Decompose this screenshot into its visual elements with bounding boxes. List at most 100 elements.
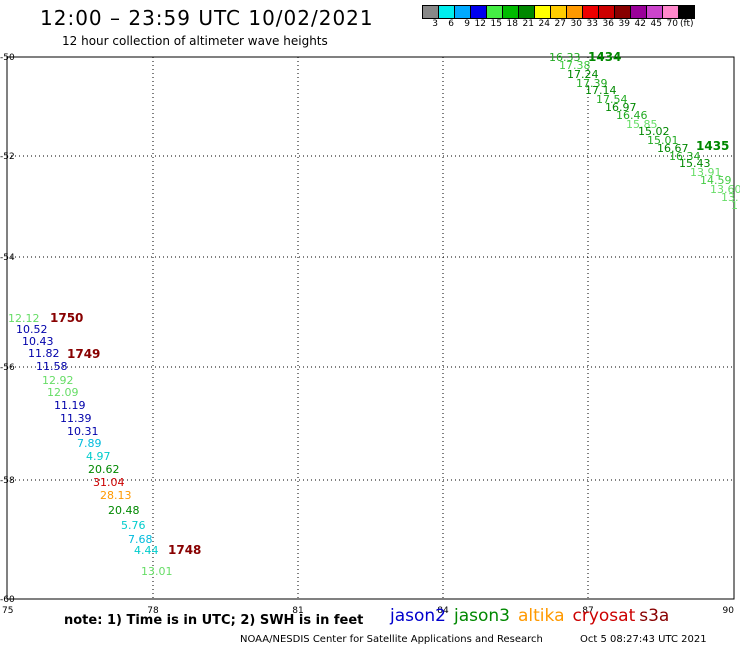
latitude-label: -54	[0, 253, 15, 263]
legend-swatch	[454, 5, 471, 19]
legend-swatch	[518, 5, 535, 19]
satellite-jason2: jason2	[390, 606, 446, 626]
wave-height-reading: 16.97	[605, 101, 637, 114]
legend-label: 27	[554, 19, 566, 29]
satellite-legend: jason2 jason3 altika cryosat s3a	[390, 606, 677, 626]
wave-height-reading: 10.31	[67, 425, 99, 438]
axis-labels: 75 78 81 84 87 90 -50 -52 -54 -56 -58 -60	[0, 53, 734, 616]
legend-label: 9	[464, 19, 470, 29]
longitude-label: 81	[292, 606, 303, 616]
wave-height-reading: 12.92	[42, 374, 74, 387]
legend-swatch	[566, 5, 583, 19]
pass-time-tag: 1749	[67, 347, 100, 361]
wave-height-reading: 13.91	[690, 166, 722, 179]
wave-height-reading: 16.67	[657, 142, 689, 155]
legend-label: 70	[666, 19, 678, 29]
wave-height-reading: 5.76	[121, 519, 146, 532]
map-grid	[7, 57, 734, 599]
wave-height-reading: 10.43	[22, 335, 54, 348]
pass-time-tag: 1750	[50, 311, 83, 325]
latitude-label: -56	[0, 363, 15, 373]
wave-height-reading: 16.34	[669, 150, 701, 163]
legend-swatch	[486, 5, 503, 19]
wave-height-reading: 15.85	[626, 118, 658, 131]
latitude-label: -58	[0, 476, 15, 486]
wave-height-reading: 20.62	[88, 463, 120, 476]
legend-label: 21	[522, 19, 534, 29]
wave-height-reading: 17.14	[585, 84, 617, 97]
wave-height-reading: 13.01	[141, 565, 173, 578]
satellite-jason3: jason3	[454, 606, 510, 626]
legend-unit: (ft)	[680, 19, 694, 29]
wave-height-reading: 17.54	[596, 93, 628, 106]
legend-swatch	[470, 5, 487, 19]
legend-swatch	[438, 5, 455, 19]
legend-label: 42	[634, 19, 646, 29]
latitude-label: -60	[0, 595, 15, 605]
wave-height-reading: 11.58	[36, 360, 68, 373]
satellite-s3a: s3a	[639, 606, 670, 626]
page-title: 12:00 – 23:59 UTC 10/02/2021	[40, 6, 374, 30]
wave-height-reading: 15.02	[638, 125, 670, 138]
wave-height-reading: 20.48	[108, 504, 140, 517]
legend-label: 6	[448, 19, 454, 29]
wave-height-reading: 31.04	[93, 476, 125, 489]
wave-height-reading: 13.60	[710, 183, 740, 196]
latitude-label: -52	[0, 152, 15, 162]
legend-label: 15	[490, 19, 502, 29]
time-tags: 1434 1435 1750 1749 1748	[50, 50, 729, 557]
legend-swatch	[678, 5, 695, 19]
legend-label: 45	[650, 19, 662, 29]
wave-height-reading: 13.	[721, 191, 739, 204]
legend-label: 24	[538, 19, 550, 29]
legend-swatch	[534, 5, 551, 19]
wave-height-reading: 4.44	[134, 544, 159, 557]
wave-height-reading: 7.89	[77, 437, 102, 450]
pass-time-tag: 1434	[588, 50, 621, 64]
legend-label: 12	[474, 19, 486, 29]
satellite-cryosat: cryosat	[572, 606, 636, 626]
wave-height-readings: 16.3317.3817.2417.3917.1417.5416.9716.46…	[8, 51, 740, 578]
legend-swatch	[422, 5, 439, 19]
legend-label: 33	[586, 19, 598, 29]
longitude-label: 87	[582, 606, 593, 616]
wave-height-reading: 17.38	[559, 59, 591, 72]
legend-label: 18	[506, 19, 518, 29]
longitude-label: 90	[723, 606, 735, 616]
legend-label: 36	[602, 19, 614, 29]
legend-labels: 3 6 9 12 15 18 21 24 27 30 33 36 39 42 45 70 (ft)	[422, 19, 694, 29]
wave-height-reading: 7.68	[128, 533, 153, 546]
wave-height-reading: 15.43	[679, 157, 711, 170]
wave-height-reading: 17.39	[576, 77, 608, 90]
wave-height-reading: 10.52	[16, 323, 48, 336]
wave-height-reading: 1	[731, 199, 738, 212]
map-frame	[6, 56, 735, 600]
wave-height-reading: 15.01	[647, 134, 679, 147]
legend-swatch	[646, 5, 663, 19]
longitude-label: 78	[147, 606, 159, 616]
legend-swatch	[598, 5, 615, 19]
longitude-label: 75	[2, 606, 13, 616]
legend-swatch	[550, 5, 567, 19]
wave-height-reading: 14.59	[700, 174, 732, 187]
legend-swatch	[630, 5, 647, 19]
latitude-label: -50	[0, 53, 15, 63]
legend-label: 30	[570, 19, 582, 29]
legend-label: 3	[432, 19, 438, 29]
wave-height-reading: 4.97	[86, 450, 111, 463]
page-subtitle: 12 hour collection of altimeter wave hei…	[62, 34, 328, 48]
generation-timestamp: Oct 5 08:27:43 UTC 2021	[580, 634, 707, 645]
pass-time-tag: 1748	[168, 543, 201, 557]
wave-height-reading: 12.12	[8, 312, 40, 325]
legend-swatch	[582, 5, 599, 19]
legend-label: 39	[618, 19, 630, 29]
wave-height-reading: 16.46	[616, 109, 648, 122]
wave-height-reading: 28.13	[100, 489, 132, 502]
longitude-label: 84	[437, 606, 449, 616]
wave-height-reading: 16.33	[549, 51, 581, 64]
wave-height-reading: 17.24	[567, 68, 599, 81]
wave-height-legend: 3 6 9 12 15 18 21 24 27 30 33 36 39 42 45 70 (ft)	[422, 5, 695, 29]
pass-time-tag: 1435	[696, 139, 729, 153]
credit-line: NOAA/NESDIS Center for Satellite Applica…	[240, 634, 543, 645]
